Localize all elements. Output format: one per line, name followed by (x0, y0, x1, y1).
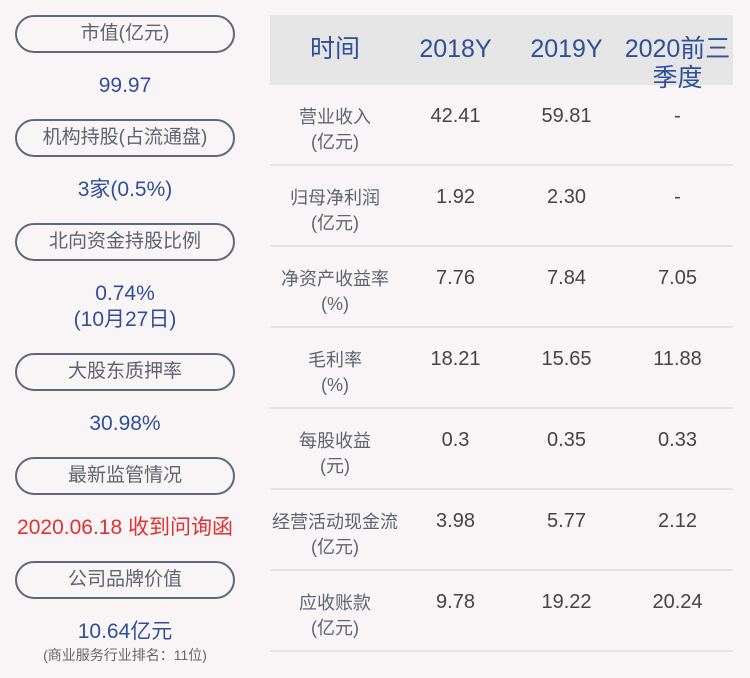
table-cell: 42.41 (430, 105, 481, 127)
northbound-value: 0.74% (95, 282, 155, 305)
row-label: 毛利率 (%) (308, 350, 362, 395)
table-cell: 1.92 (436, 186, 475, 208)
header-2018: 2018Y (419, 35, 492, 63)
brand-value-label: 公司品牌价值 (15, 561, 235, 599)
pledge-rate-label: 大股东质押率 (15, 353, 235, 391)
table-cell: 7.76 (436, 267, 475, 289)
table-cell: 18.21 (430, 348, 481, 370)
row-label: 应收账款 (亿元) (299, 593, 371, 638)
table-cell: 15.65 (541, 348, 592, 370)
brand-value: 10.64亿元 (77, 620, 173, 643)
table-cell: 5.77 (547, 510, 586, 532)
table-cell: 59.81 (541, 105, 592, 127)
brand-rank-note: (商业服务行业排名：11位) (43, 647, 207, 663)
header-2019: 2019Y (530, 35, 603, 63)
market-cap-label: 市值(亿元) (15, 15, 235, 53)
pledge-rate-value: 30.98% (89, 412, 161, 435)
table-row: 归母净利润 (亿元) 1.92 2.30 - (270, 166, 733, 247)
northbound-label: 北向资金持股比例 (15, 223, 235, 261)
table-cell: 0.33 (658, 429, 697, 451)
institution-holding-label: 机构持股(占流通盘) (15, 119, 235, 157)
regulation-label: 最新监管情况 (15, 457, 235, 495)
table-cell: - (674, 186, 681, 208)
table-cell: 7.84 (547, 267, 586, 289)
table-cell: 2.12 (658, 510, 697, 532)
table-cell: 2.30 (547, 186, 586, 208)
table-cell: 7.05 (658, 267, 697, 289)
table-header: 时间 2018Y 2019Y 2020前三季度 (270, 15, 733, 92)
table-row: 应收账款 (亿元) 9.78 19.22 20.24 (270, 571, 733, 652)
northbound-date: (10月27日) (73, 308, 177, 331)
table-row: 营业收入 (亿元) 42.41 59.81 - (270, 85, 733, 166)
table-cell: - (674, 105, 681, 127)
market-cap-value: 99.97 (98, 74, 152, 97)
table-cell: 9.78 (436, 591, 475, 613)
row-label: 归母净利润 (亿元) (290, 188, 380, 233)
table-cell: 0.3 (441, 429, 470, 451)
institution-holding-value: 3家(0.5%) (77, 178, 173, 201)
row-label: 每股收益 (元) (299, 431, 371, 476)
table-row: 每股收益 (元) 0.3 0.35 0.33 (270, 409, 733, 490)
row-label: 净资产收益率 (%) (281, 269, 389, 314)
header-time: 时间 (309, 35, 360, 63)
row-label: 营业收入 (亿元) (299, 107, 371, 152)
table-row: 经营活动现金流 (亿元) 3.98 5.77 2.12 (270, 490, 733, 571)
table-cell: 20.24 (652, 591, 703, 613)
table-cell: 11.88 (653, 348, 702, 370)
table-row: 净资产收益率 (%) 7.76 7.84 7.05 (270, 247, 733, 328)
table-row: 毛利率 (%) 18.21 15.65 11.88 (270, 328, 733, 409)
table-cell: 0.35 (547, 429, 586, 451)
table-cell: 3.98 (436, 510, 475, 532)
row-label: 经营活动现金流 (亿元) (272, 512, 398, 557)
header-2020q3: 2020前三季度 (624, 35, 731, 92)
table-cell: 19.22 (541, 591, 592, 613)
regulation-value: 2020.06.18 收到问询函 (17, 516, 233, 539)
